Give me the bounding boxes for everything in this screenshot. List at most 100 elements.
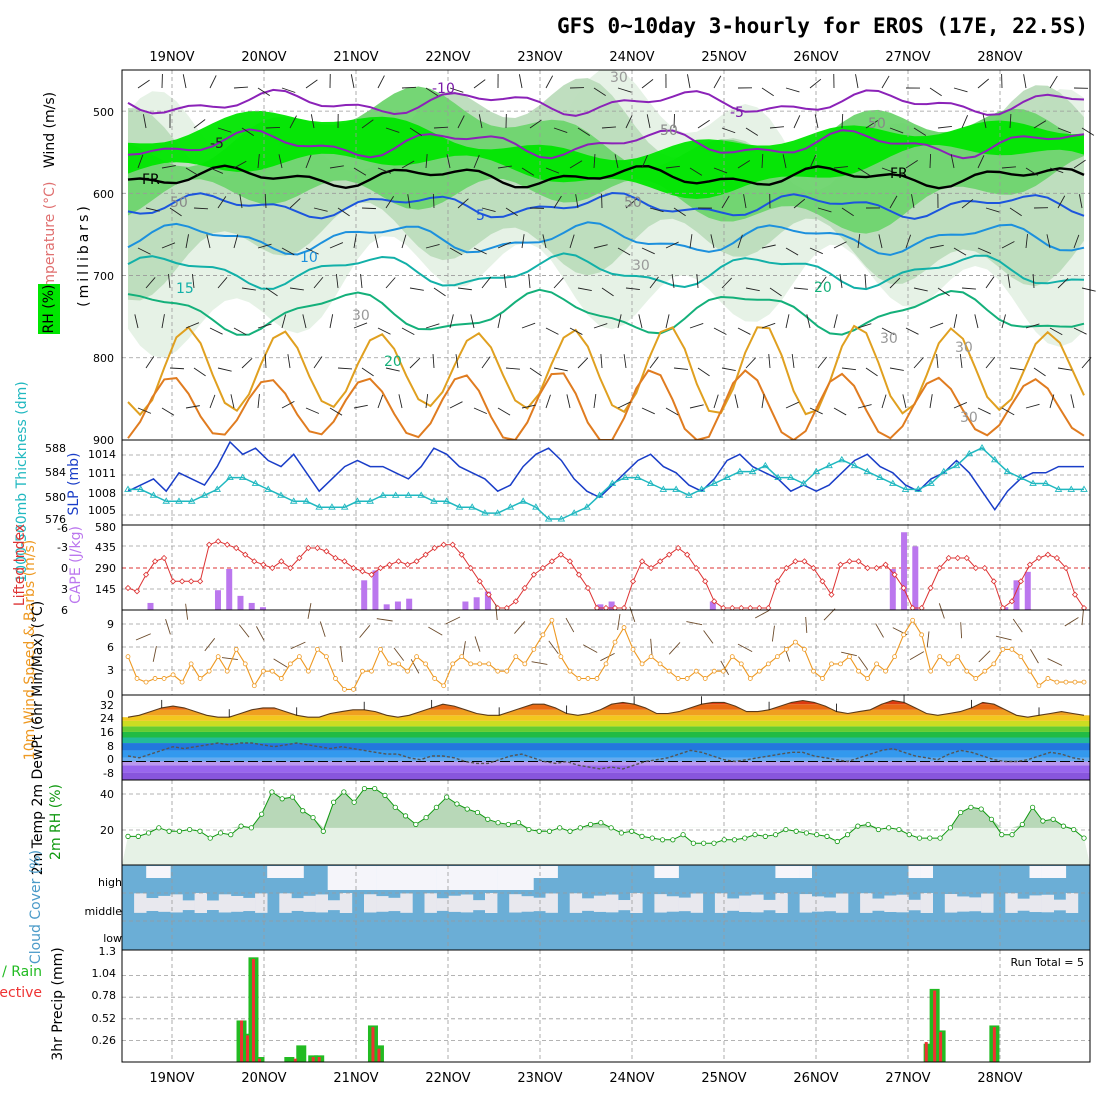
series-marker [328,503,336,510]
wind-barb [697,119,710,129]
series-marker [124,485,132,492]
wind-barb [905,234,912,249]
wind-barb [833,314,838,329]
series-marker [468,503,476,510]
precip-conv-bar [924,1042,928,1062]
wind-barb [982,114,987,129]
li-marker [377,564,384,572]
rh-marker [197,828,203,834]
temp-panel: -8 0 8 16 24 32 2m Temp 2m DewPt (6hr Mi… [30,601,1091,875]
wind-barb [1001,241,1015,249]
wind-barb [470,314,475,329]
cloud-cell-high [1041,866,1054,878]
wind-barb [393,647,405,661]
wind-barb [521,322,536,329]
li-marker [693,564,700,572]
wind-barb [1049,167,1064,174]
wind-barb [689,323,704,329]
li-marker [287,564,294,572]
dewpt-line [127,742,1085,770]
wind-barb [518,74,523,89]
wind-barb [833,407,847,416]
cloud-cell-mid [400,893,413,913]
cloud-cell-high [1053,866,1067,878]
y-tick: 1.3 [99,945,117,958]
wind-barb [689,167,703,176]
date-label: 28NOV [977,50,1022,65]
wind-marker [170,672,176,678]
slp-panel: 576 580 584 588 1005 1008 1011 1014 1000… [14,381,1091,583]
wind-barb [785,314,790,329]
wind-marker [874,661,879,667]
rh-marker [300,808,306,814]
wind-barb [905,159,918,169]
cloud-cell-mid [908,899,921,911]
cape-axis-label: CAPE (J/kg) [68,526,84,604]
precip-conv-label: Convective [0,985,42,1001]
isotherm-line [127,128,1085,160]
li-marker [1053,554,1061,562]
cloud-cell-mid [533,897,546,912]
cloud-cell-mid [944,894,958,913]
wind-barb [713,167,728,174]
series-line [128,447,1084,520]
wind-barb [841,367,856,371]
precip-bg [122,950,1090,1062]
wind-barb [165,618,171,635]
series-marker [889,479,897,486]
date-label: 27NOV [885,1071,930,1086]
precip-conv-bar [251,958,255,1062]
li-marker [296,554,303,562]
rh-marker [731,837,738,843]
wind-barb [307,603,312,619]
wind-barb [929,87,942,97]
series-marker [595,491,604,498]
rh-area-mid [122,788,1090,828]
temp-band [122,757,1090,762]
wind-barb [600,652,615,662]
y-tick: -8 [103,767,114,780]
wind-barb [737,234,743,249]
wind-barb [761,244,776,249]
cape-bar [226,569,233,610]
wind-barb [377,394,384,409]
wind-barb [521,234,525,249]
wind-barb [206,234,211,249]
cloud-cell-mid [606,894,619,913]
wind-barb [385,367,400,372]
wind-barb [432,193,435,209]
thickness-axis-label: 1000-500mb Thickness (dm) [14,381,30,582]
wind-marker [278,676,284,681]
series-marker [481,509,489,516]
wind-barb [881,167,896,174]
wind-barb [329,314,334,329]
wind-marker [684,676,690,681]
date-label: 25NOV [701,1071,746,1086]
wind-barb [785,87,800,93]
li-marker [702,578,709,585]
cape-bar [237,595,244,610]
li-marker [873,564,880,572]
date-label: 25NOV [701,50,746,65]
wind-barb [641,79,654,89]
wind-marker [657,661,663,667]
wind-barb [481,356,491,369]
series-marker [264,485,273,492]
rh-marker [330,799,337,805]
rh-marker [444,794,450,800]
li-marker [684,551,691,558]
series-marker [442,497,451,504]
cloud-cell-mid [134,893,147,913]
wind-barb [1073,234,1080,249]
cape-bar [597,604,604,610]
rh-marker [598,820,604,826]
wind-barb [305,407,320,414]
wind-barb [761,153,764,169]
li-marker [413,558,420,565]
series-marker [939,467,948,475]
slp-grid [122,440,1090,525]
wind-marker [468,661,474,667]
series-marker [774,473,782,481]
wind-barb [287,354,291,369]
wind-barb [1009,113,1012,129]
